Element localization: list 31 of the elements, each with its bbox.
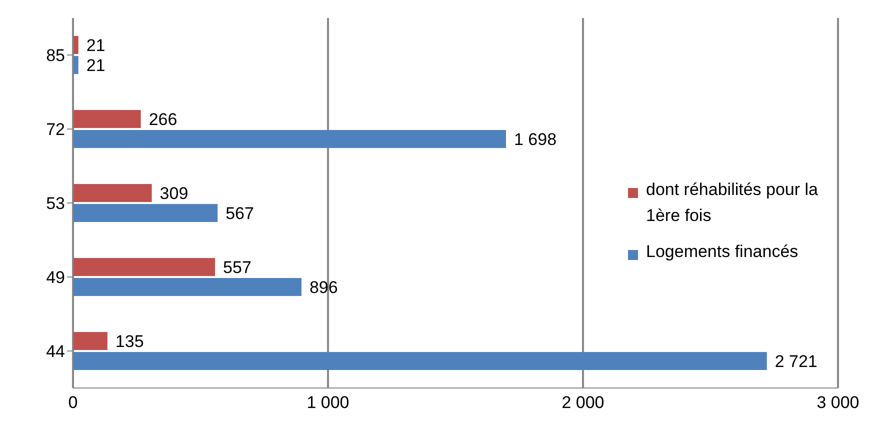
- bar: [73, 36, 78, 54]
- bar: [73, 278, 302, 296]
- y-tick-label: 85: [46, 46, 65, 66]
- y-tick-label: 44: [46, 342, 65, 362]
- data-label: 309: [160, 184, 188, 204]
- data-label: 896: [309, 278, 338, 298]
- x-tick-label: 3 000: [816, 393, 860, 412]
- data-label: 21: [86, 56, 106, 76]
- bar: [73, 184, 152, 202]
- data-label: 1 698: [514, 130, 557, 150]
- y-tick-label: 53: [46, 194, 65, 214]
- x-tick-label: 2 000: [562, 393, 604, 412]
- data-label: 2 721: [774, 352, 818, 372]
- bar: [73, 258, 216, 276]
- legend-label: Logements financés: [646, 241, 798, 263]
- data-label: 557: [223, 258, 252, 278]
- data-label: 135: [115, 332, 144, 352]
- bar: [73, 130, 506, 148]
- bar: [73, 204, 218, 222]
- bar: [73, 332, 108, 350]
- bar: [73, 352, 767, 370]
- data-label: 567: [226, 204, 254, 224]
- bar: [73, 110, 141, 128]
- legend-label: dont réhabilités pour la 1ère fois: [646, 179, 820, 227]
- data-label: 266: [148, 110, 178, 130]
- x-tick-label: 1 000: [306, 393, 350, 412]
- y-tick-label: 72: [46, 120, 65, 140]
- bar: [73, 56, 78, 74]
- x-tick-label: 0: [68, 393, 78, 412]
- y-tick-label: 49: [46, 268, 65, 288]
- data-label: 21: [86, 36, 106, 56]
